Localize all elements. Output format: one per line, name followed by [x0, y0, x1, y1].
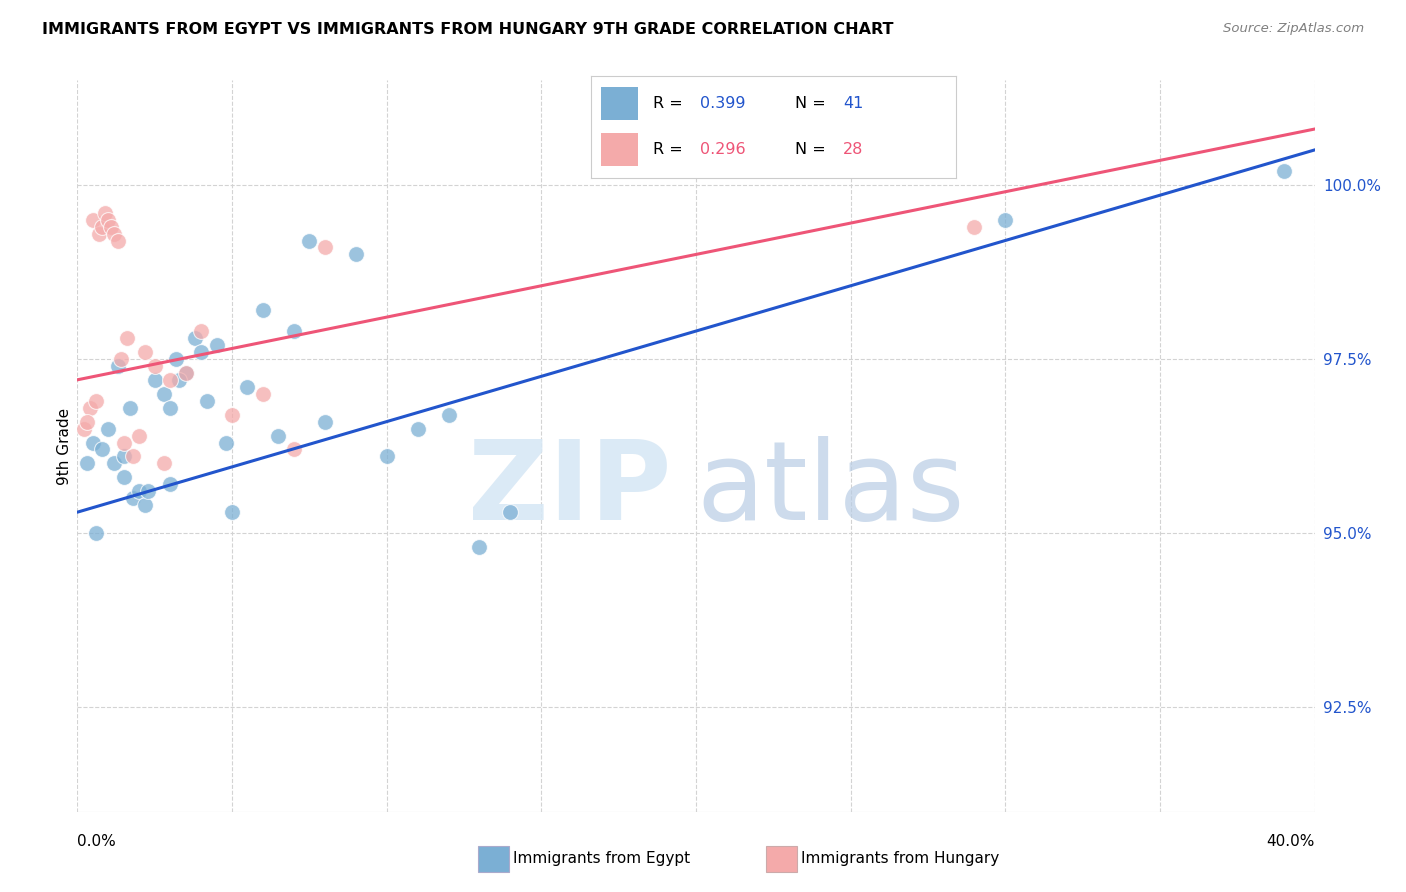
Point — [138, 484, 160, 499]
Point — [252, 303, 274, 318]
Text: 40.0%: 40.0% — [1267, 834, 1315, 849]
Text: N =: N = — [796, 142, 831, 157]
Point — [122, 450, 145, 464]
Point — [84, 393, 107, 408]
Text: 0.399: 0.399 — [700, 96, 745, 111]
Point — [205, 338, 228, 352]
Point — [1272, 164, 1295, 178]
Point — [406, 421, 429, 435]
Point — [112, 450, 135, 464]
Point — [215, 435, 238, 450]
Point — [79, 401, 101, 415]
Y-axis label: 9th Grade: 9th Grade — [56, 408, 72, 484]
Point — [994, 212, 1017, 227]
Text: R =: R = — [652, 142, 688, 157]
Bar — [602, 133, 638, 166]
Point — [283, 442, 305, 457]
Text: atlas: atlas — [696, 436, 965, 543]
Point — [267, 428, 290, 442]
Point — [115, 331, 138, 345]
Point — [143, 359, 166, 373]
Point — [283, 324, 305, 338]
Point — [110, 351, 132, 366]
Point — [298, 234, 321, 248]
Text: IMMIGRANTS FROM EGYPT VS IMMIGRANTS FROM HUNGARY 9TH GRADE CORRELATION CHART: IMMIGRANTS FROM EGYPT VS IMMIGRANTS FROM… — [42, 22, 894, 37]
Text: 41: 41 — [842, 96, 863, 111]
Point — [190, 345, 212, 359]
Text: 0.296: 0.296 — [700, 142, 745, 157]
Point — [91, 219, 114, 234]
Point — [159, 477, 181, 491]
Point — [499, 505, 522, 519]
Point — [314, 415, 336, 429]
Point — [76, 415, 98, 429]
Bar — [602, 87, 638, 120]
Point — [94, 205, 117, 219]
Point — [122, 491, 145, 506]
Point — [107, 359, 129, 373]
Point — [103, 457, 125, 471]
Text: Source: ZipAtlas.com: Source: ZipAtlas.com — [1223, 22, 1364, 36]
Point — [314, 240, 336, 254]
Point — [112, 470, 135, 484]
Point — [143, 373, 166, 387]
Point — [134, 345, 156, 359]
Point — [169, 373, 191, 387]
Point — [344, 247, 367, 261]
Text: 0.0%: 0.0% — [77, 834, 117, 849]
Point — [184, 331, 207, 345]
Point — [468, 540, 491, 554]
Text: R =: R = — [652, 96, 688, 111]
Point — [134, 498, 156, 512]
Text: Immigrants from Hungary: Immigrants from Hungary — [801, 852, 1000, 866]
Point — [100, 219, 122, 234]
Text: 28: 28 — [842, 142, 863, 157]
Point — [128, 428, 150, 442]
Point — [252, 386, 274, 401]
Point — [97, 212, 120, 227]
Point — [128, 484, 150, 499]
Point — [82, 435, 104, 450]
Text: ZIP: ZIP — [468, 436, 671, 543]
Point — [174, 366, 197, 380]
Point — [195, 393, 218, 408]
Point — [87, 227, 110, 241]
Point — [165, 351, 187, 366]
Text: Immigrants from Egypt: Immigrants from Egypt — [513, 852, 690, 866]
Point — [112, 435, 135, 450]
Point — [103, 227, 125, 241]
Point — [221, 505, 243, 519]
Point — [72, 421, 94, 435]
Point — [174, 366, 197, 380]
Point — [97, 421, 120, 435]
Point — [221, 408, 243, 422]
Point — [84, 526, 107, 541]
Point — [963, 219, 986, 234]
Point — [118, 401, 141, 415]
Point — [437, 408, 460, 422]
Point — [82, 212, 104, 227]
Point — [190, 324, 212, 338]
Point — [153, 457, 176, 471]
Point — [375, 450, 398, 464]
Point — [159, 401, 181, 415]
Point — [153, 386, 176, 401]
Point — [107, 234, 129, 248]
Text: N =: N = — [796, 96, 831, 111]
Point — [91, 442, 114, 457]
Point — [76, 457, 98, 471]
Point — [236, 380, 259, 394]
Point — [159, 373, 181, 387]
